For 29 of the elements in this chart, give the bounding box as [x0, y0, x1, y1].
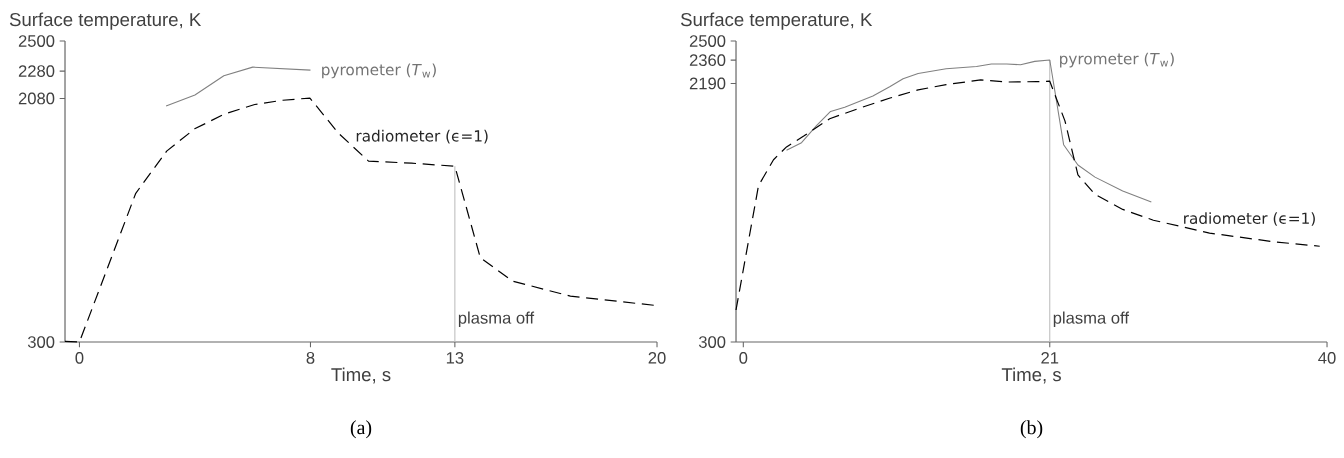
y-tick-label: 2360 [689, 54, 726, 67]
x-axis-title: Time, s [1001, 367, 1061, 384]
y-axis-title: Surface temperature, K [680, 12, 873, 30]
line-series [165, 66, 312, 107]
y-tick-label: 300 [698, 336, 726, 348]
y-tick-label: 2500 [18, 35, 55, 47]
y-tick-label: 2500 [689, 35, 726, 47]
x-tick-label: 20 [648, 352, 666, 364]
y-tick-label: 300 [27, 336, 55, 348]
x-tick-label: 13 [446, 352, 464, 364]
series-label: radiometer (ϵ=1) [1184, 212, 1315, 226]
line-series [735, 79, 1321, 311]
x-tick-label: 8 [306, 352, 315, 364]
ref-line-label: plasma off [458, 311, 535, 328]
series-label: pyrometer (T$_{w}$) [322, 63, 436, 79]
y-axis-title: Surface temperature, K [9, 12, 202, 30]
x-tick-label: 0 [739, 352, 748, 364]
x-tick-label: 40 [1318, 352, 1336, 364]
y-tick-label: 2280 [18, 65, 55, 77]
x-tick-label: 21 [1041, 352, 1059, 364]
text: (a) [350, 420, 372, 439]
series-label: radiometer (ϵ=1) [356, 129, 488, 144]
text: (b) [1020, 420, 1043, 439]
x-axis-title: Time, s [331, 367, 391, 384]
y-tick-label: 2080 [18, 92, 55, 105]
series-label: pyrometer (T$_{w}$) [1060, 52, 1174, 68]
x-tick-label: 0 [75, 352, 84, 364]
ref-line-label: plasma off [1053, 311, 1130, 328]
y-tick-label: 2190 [689, 77, 726, 90]
